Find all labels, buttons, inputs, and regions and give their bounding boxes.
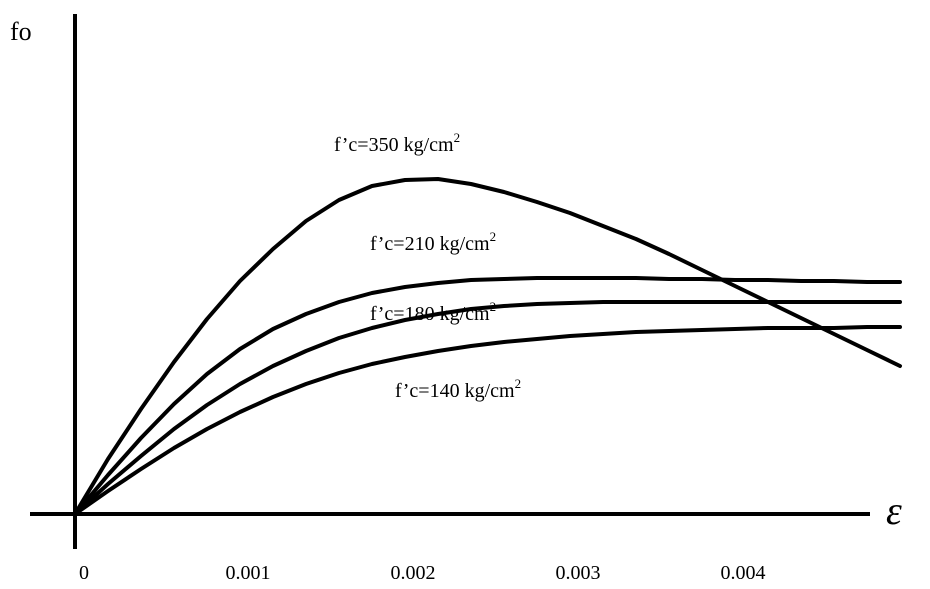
x-tick-label: 0.001 [226,562,271,584]
axes [30,14,870,549]
series-line-1 [73,276,902,516]
series-label-2: f’c=180 kg/cm2 [370,299,496,325]
x-axis-label: ε [886,488,902,533]
series-line-0 [73,177,902,516]
series-line-3 [73,325,902,516]
series-label-text: f’c=140 kg/cm [395,380,515,402]
series-label-text: f’c=180 kg/cm [370,303,490,325]
series-label-superscript: 2 [454,130,461,145]
series-curves [73,177,902,516]
series-label-0: f’c=350 kg/cm2 [334,130,460,156]
x-tick-label: 0 [79,562,89,584]
series-label-superscript: 2 [490,299,497,314]
series-label-superscript: 2 [490,229,497,244]
series-label-superscript: 2 [515,376,522,391]
series-label-text: f’c=210 kg/cm [370,233,490,255]
x-tick-labels: 0 0.001 0.002 0.003 0.004 [79,562,766,584]
y-axis-label: fo [10,17,32,46]
series-label-1: f’c=210 kg/cm2 [370,229,496,255]
x-tick-label: 0.002 [391,562,436,584]
series-label-text: f’c=350 kg/cm [334,134,454,156]
x-tick-label: 0.003 [556,562,601,584]
x-tick-label: 0.004 [721,562,766,584]
series-label-3: f’c=140 kg/cm2 [395,376,521,402]
series-line-2 [73,300,902,516]
